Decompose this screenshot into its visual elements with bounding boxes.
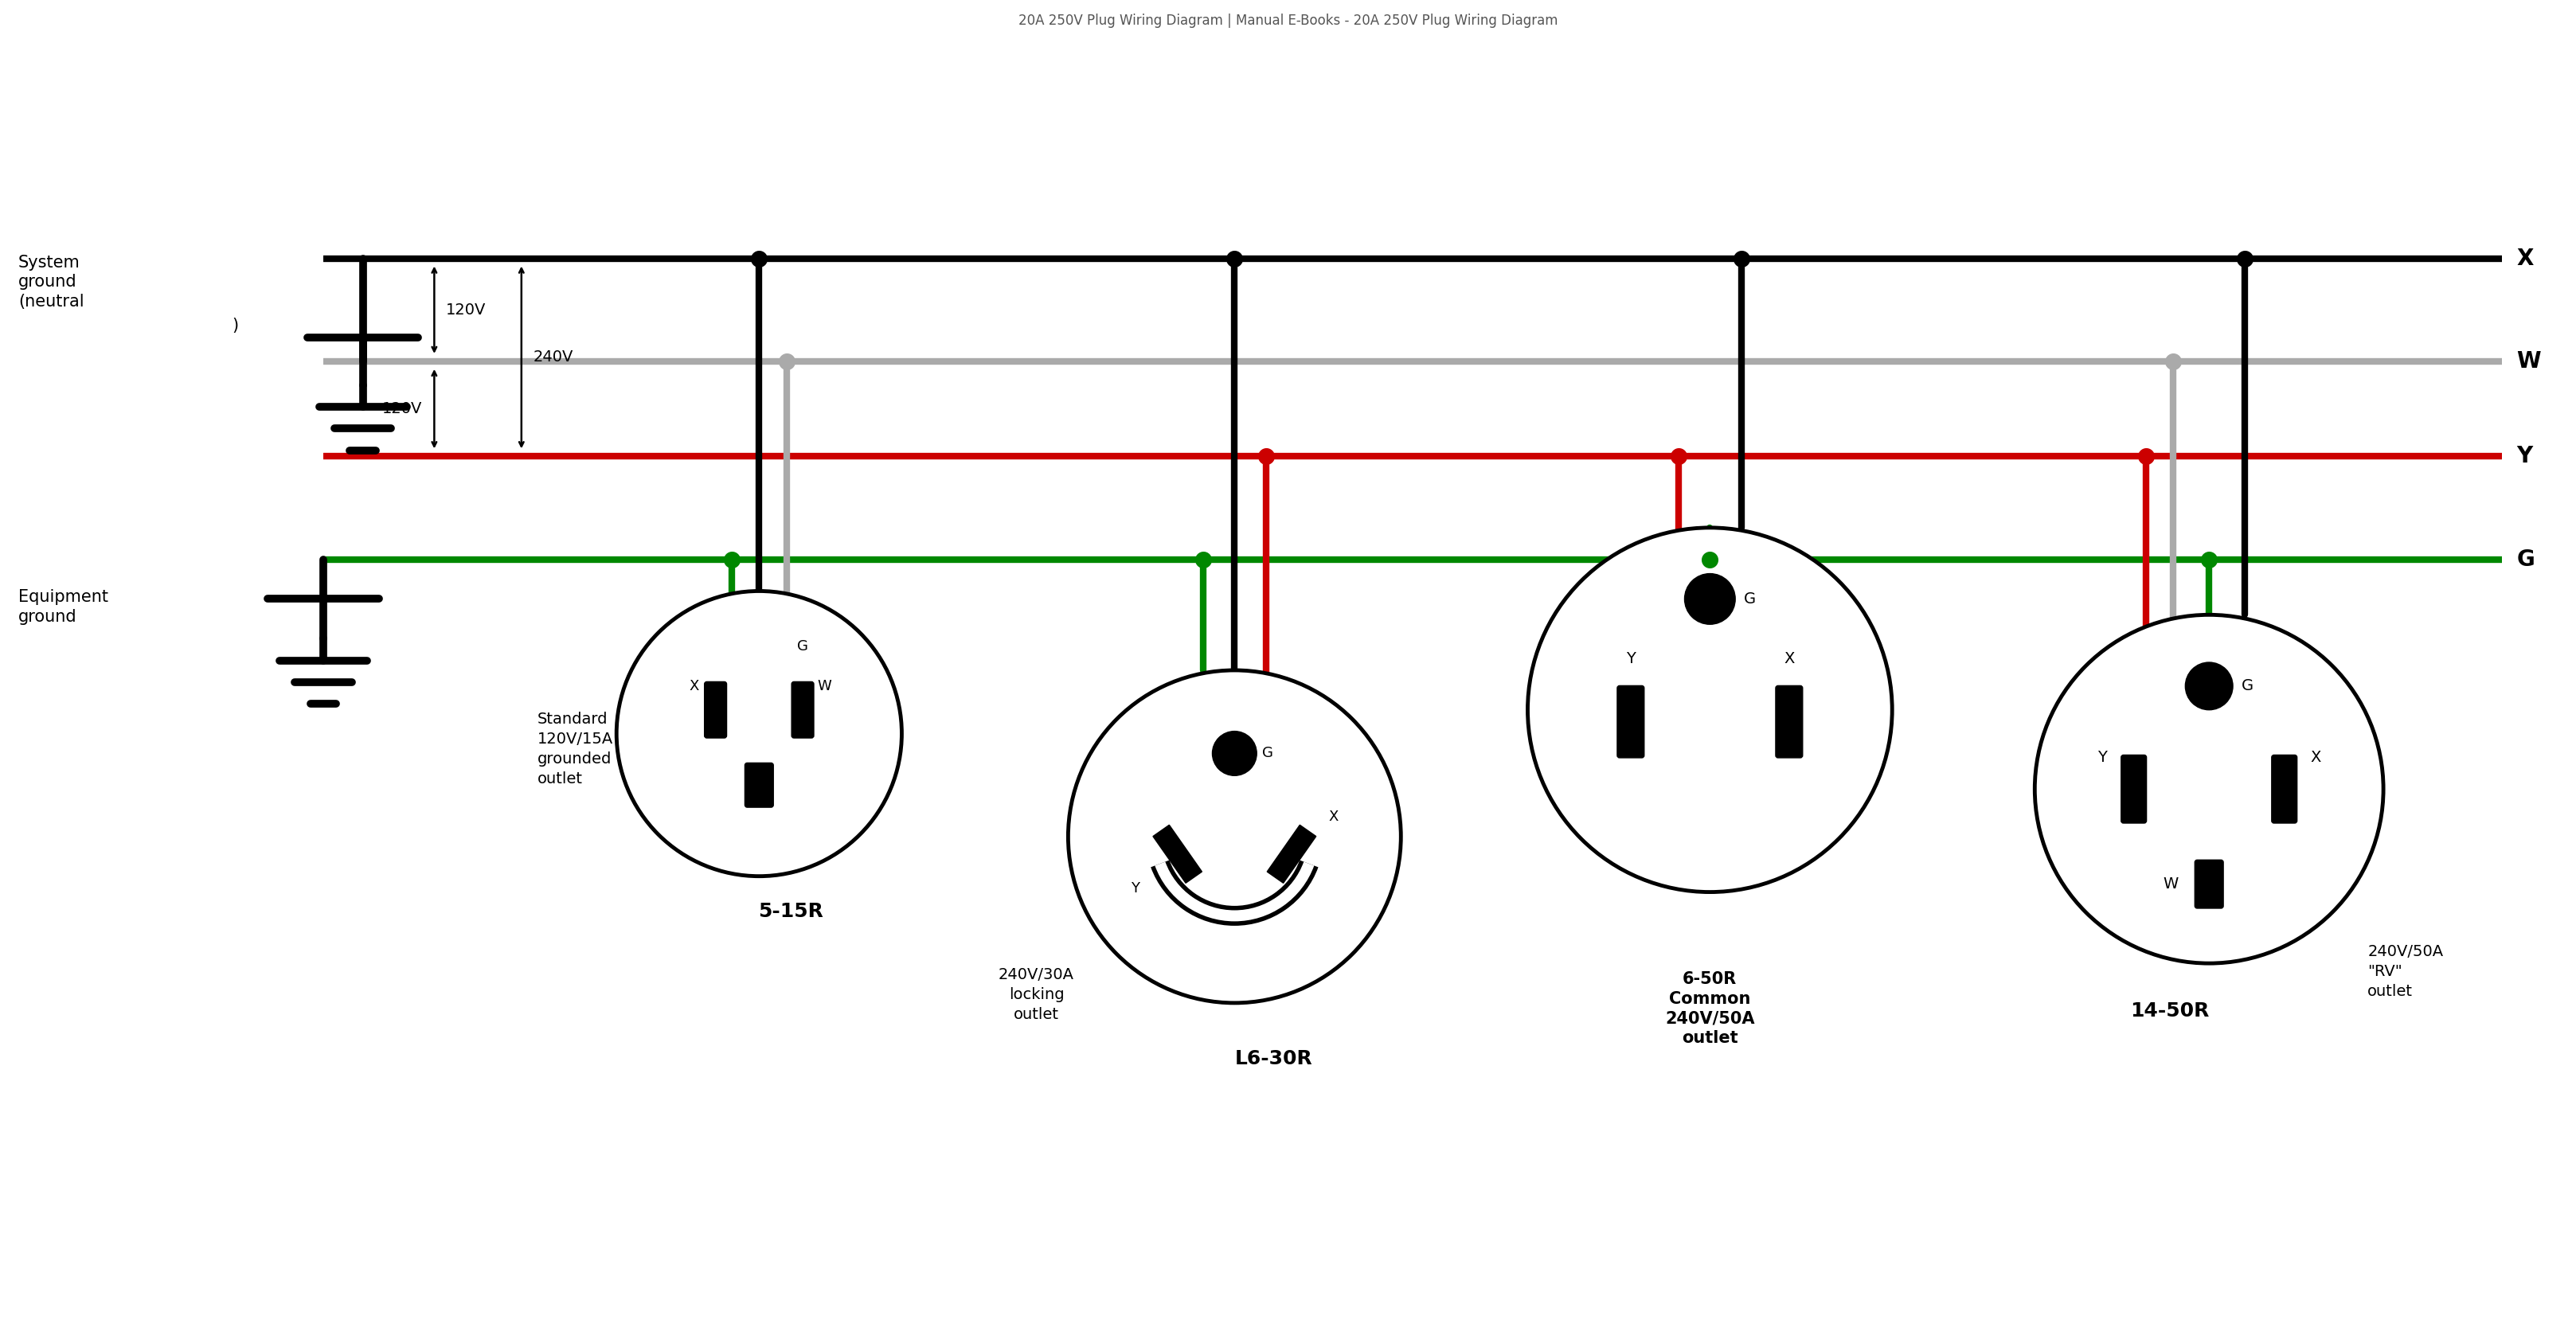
Text: X: X [1783,651,1795,666]
Text: X: X [1329,809,1340,824]
FancyBboxPatch shape [1775,685,1803,757]
Text: G: G [2241,679,2254,693]
FancyBboxPatch shape [2272,755,2298,823]
Text: Y: Y [1131,881,1139,896]
Text: Y: Y [1625,651,1636,666]
Point [2223,248,2264,269]
Point [765,350,806,371]
Text: X: X [2311,749,2321,765]
Point [2190,548,2231,570]
Text: G: G [1744,591,1757,607]
Point [711,548,752,570]
Text: 6-50R
Common
240V/50A
outlet: 6-50R Common 240V/50A outlet [1664,972,1754,1046]
Text: W: W [2517,350,2540,373]
Point [1690,548,1731,570]
FancyBboxPatch shape [744,763,773,808]
Text: 240V/50A
"RV"
outlet: 240V/50A "RV" outlet [2367,944,2442,998]
Point [1247,446,1288,467]
Text: W: W [817,679,832,693]
Text: 14-50R: 14-50R [2130,1001,2210,1021]
Point [2154,350,2195,371]
Text: Standard
120V/15A
grounded
outlet: Standard 120V/15A grounded outlet [538,712,613,787]
Point [1213,248,1255,269]
FancyBboxPatch shape [2120,755,2146,823]
Text: System
ground
(neutral: System ground (neutral [18,254,85,310]
Circle shape [1528,527,1893,892]
Text: X: X [690,679,698,693]
Circle shape [616,591,902,876]
Point [1182,548,1224,570]
Text: 5-15R: 5-15R [757,902,824,921]
Circle shape [2184,663,2233,709]
Circle shape [1213,731,1257,776]
Text: X: X [2517,248,2535,269]
Point [1656,446,1698,467]
Point [739,248,781,269]
Point [1721,248,1762,269]
Text: G: G [2517,548,2535,571]
Circle shape [2035,615,2383,964]
Text: Y: Y [2097,749,2107,765]
Text: W: W [2164,877,2179,892]
FancyBboxPatch shape [791,681,814,737]
FancyBboxPatch shape [1618,685,1643,757]
Text: G: G [1262,747,1273,760]
Text: 240V/30A
locking
outlet: 240V/30A locking outlet [999,968,1074,1022]
Text: 120V: 120V [381,402,422,417]
FancyBboxPatch shape [703,681,726,737]
Text: L6-30R: L6-30R [1236,1049,1314,1067]
Polygon shape [1154,825,1203,882]
Circle shape [1685,574,1736,624]
Text: 120V: 120V [446,302,487,317]
Circle shape [1069,671,1401,1004]
Polygon shape [1267,825,1316,882]
Text: 20A 250V Plug Wiring Diagram | Manual E-Books - 20A 250V Plug Wiring Diagram: 20A 250V Plug Wiring Diagram | Manual E-… [1018,13,1558,28]
FancyBboxPatch shape [2195,860,2223,908]
Point [2125,446,2166,467]
Text: 240V: 240V [533,350,574,365]
Text: Equipment
ground: Equipment ground [18,590,108,624]
Text: Y: Y [2517,446,2532,467]
Text: G: G [796,639,809,654]
Text: ): ) [232,318,240,334]
